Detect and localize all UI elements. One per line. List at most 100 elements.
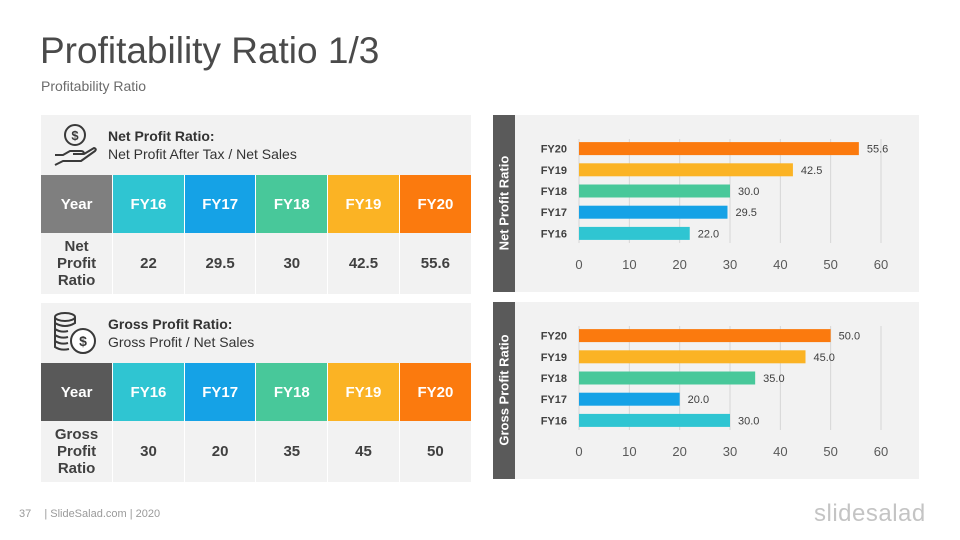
bar [579, 163, 793, 177]
bar [579, 226, 690, 240]
coins-dollar-icon: $ [54, 312, 96, 354]
category-label: FY17 [541, 207, 567, 219]
gross-profit-formula: Gross Profit / Net Sales [108, 334, 255, 350]
value-fy16: 22 [112, 233, 185, 294]
bar [579, 205, 728, 219]
bar [579, 142, 859, 156]
data-label: 45.0 [814, 352, 835, 364]
x-tick-label: 20 [672, 257, 686, 272]
bar [579, 371, 756, 385]
year-fy20: FY20 [399, 363, 471, 421]
category-label: FY19 [541, 165, 567, 177]
x-tick-label: 50 [823, 444, 837, 459]
x-tick-label: 0 [575, 444, 582, 459]
gross-profit-chart-panel: Gross Profit Ratio 0 10 20 30 40 50 60 FY20 50.0… [493, 302, 919, 479]
table-header-row: Year FY16 FY17 FY18 FY19 FY20 [41, 175, 471, 233]
category-label: FY20 [541, 331, 567, 343]
x-tick-label: 60 [874, 444, 888, 459]
net-chart-side-label: Net Profit Ratio [496, 155, 512, 251]
table-row: Gross Profit Ratio 30 20 35 45 50 [41, 421, 471, 482]
year-fy16: FY16 [112, 175, 185, 233]
x-tick-label: 30 [723, 257, 737, 272]
category-label: FY19 [541, 352, 567, 364]
page-title: Profitability Ratio 1/3 [40, 30, 380, 71]
data-label: 22.0 [698, 228, 719, 240]
x-tick-label: 40 [773, 257, 787, 272]
gross-chart-side-label: Gross Profit Ratio [496, 334, 512, 446]
category-label: FY18 [541, 186, 567, 198]
net-profit-chart: 0 10 20 30 40 50 60 FY20 55.6 FY19 42.5 FY18 30.0 FY1… [541, 139, 888, 272]
net-profit-header: $ Net Profit Ratio: Net Profit After Tax… [41, 115, 471, 175]
year-fy19: FY19 [327, 175, 400, 233]
year-header: Year [41, 363, 114, 421]
x-tick-label: 50 [823, 257, 837, 272]
x-tick-label: 60 [874, 257, 888, 272]
row-label: Gross Profit Ratio [41, 421, 114, 482]
year-fy16: FY16 [112, 363, 185, 421]
bar [579, 184, 730, 198]
net-profit-table: Year FY16 FY17 FY18 FY19 FY20 Net Profit… [41, 175, 471, 294]
row-label: Net Profit Ratio [41, 233, 114, 294]
gross-profit-header: $ Gross Profit Ratio: Gross Profit / Net… [41, 303, 471, 363]
category-label: FY17 [541, 394, 567, 406]
value-fy18: 30 [255, 233, 329, 294]
net-profit-name: Net Profit Ratio: [108, 128, 215, 144]
footer-text: | SlideSalad.com | 2020 [44, 508, 161, 520]
year-fy19: FY19 [327, 363, 400, 421]
bar [579, 350, 806, 364]
value-fy16: 30 [112, 421, 185, 482]
bar [579, 413, 730, 427]
x-tick-label: 40 [773, 444, 787, 459]
year-fy17: FY17 [184, 175, 257, 233]
net-profit-formula: Net Profit After Tax / Net Sales [108, 146, 297, 162]
gross-profit-panel: $ Gross Profit Ratio: Gross Profit / Net… [41, 303, 471, 482]
year-fy17: FY17 [184, 363, 257, 421]
net-profit-panel: $ Net Profit Ratio: Net Profit After Tax… [41, 115, 471, 294]
value-fy19: 45 [327, 421, 400, 482]
table-header-row: Year FY16 FY17 FY18 FY19 FY20 [41, 363, 471, 421]
footer: 37 | SlideSalad.com | 2020 [19, 508, 160, 520]
gross-chart-side-bar: Gross Profit Ratio [493, 302, 515, 479]
brand-logo: slidesalad [814, 500, 926, 527]
x-tick-label: 10 [622, 257, 636, 272]
page-number: 37 [19, 508, 32, 520]
value-fy18: 35 [255, 421, 329, 482]
page-subtitle: Profitability Ratio [41, 78, 147, 94]
data-label: 20.0 [688, 394, 709, 406]
value-fy19: 42.5 [327, 233, 400, 294]
gross-profit-table: Year FY16 FY17 FY18 FY19 FY20 Gross Prof… [41, 363, 471, 482]
data-label: 29.5 [735, 207, 756, 219]
x-tick-label: 10 [622, 444, 636, 459]
data-label: 35.0 [763, 373, 784, 385]
value-fy17: 29.5 [184, 233, 257, 294]
x-tick-label: 20 [672, 444, 686, 459]
svg-text:$: $ [79, 333, 87, 349]
money-hand-icon: $ [54, 124, 97, 166]
table-row: Net Profit Ratio 22 29.5 30 42.5 55.6 [41, 233, 471, 294]
x-tick-label: 0 [575, 257, 582, 272]
bar [579, 392, 680, 406]
gross-profit-chart: 0 10 20 30 40 50 60 FY20 50.0 FY19 45.0 FY18 35.0 FY1… [541, 326, 888, 459]
year-header: Year [41, 175, 114, 233]
category-label: FY16 [541, 228, 567, 240]
data-label: 55.6 [867, 144, 888, 156]
value-fy17: 20 [184, 421, 257, 482]
bar [579, 329, 831, 343]
category-label: FY20 [541, 144, 567, 156]
data-label: 50.0 [839, 331, 860, 343]
category-label: FY18 [541, 373, 567, 385]
svg-text:$: $ [71, 128, 79, 143]
x-tick-label: 30 [723, 444, 737, 459]
year-fy18: FY18 [255, 363, 329, 421]
data-label: 30.0 [738, 415, 759, 427]
data-label: 30.0 [738, 186, 759, 198]
year-fy18: FY18 [255, 175, 329, 233]
net-chart-side-bar: Net Profit Ratio [493, 115, 515, 292]
net-profit-chart-panel: Net Profit Ratio 0 10 20 30 40 50 60 FY20 55.6 FY… [493, 115, 919, 292]
data-label: 42.5 [801, 165, 822, 177]
value-fy20: 50 [399, 421, 471, 482]
value-fy20: 55.6 [399, 233, 471, 294]
category-label: FY16 [541, 415, 567, 427]
gross-profit-name: Gross Profit Ratio: [108, 316, 233, 332]
year-fy20: FY20 [399, 175, 471, 233]
